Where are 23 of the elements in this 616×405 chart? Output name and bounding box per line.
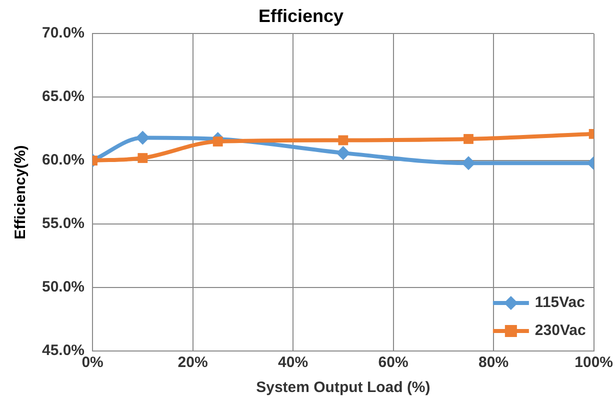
x-tick-label: 40% <box>278 354 308 372</box>
x-tick-label: 20% <box>178 354 208 372</box>
x-tick-label: 100% <box>574 354 614 372</box>
point <box>138 153 148 163</box>
x-tick-label: 80% <box>478 354 509 372</box>
y-tick-label: 70.0% <box>42 24 85 42</box>
y-tick-label: 50.0% <box>42 278 85 296</box>
x-axis-title: System Output Load (%) <box>256 379 430 396</box>
point <box>336 146 350 160</box>
y-tick-label: 65.0% <box>42 88 85 106</box>
x-tick-label: 60% <box>378 354 408 372</box>
point <box>212 136 223 146</box>
y-tick-label: 60.0% <box>42 152 85 169</box>
x-tick-label: 0% <box>82 354 104 372</box>
point <box>464 134 474 144</box>
chart-title: Efficiency <box>258 6 344 26</box>
point <box>338 135 348 146</box>
point <box>136 130 150 145</box>
legend-label: 115Vac <box>534 294 585 312</box>
y-axis-title: Efficiency(%) <box>12 145 30 240</box>
point <box>461 156 476 170</box>
legend-label: 230Vac <box>534 322 586 340</box>
y-tick-label: 55.0% <box>42 215 85 232</box>
